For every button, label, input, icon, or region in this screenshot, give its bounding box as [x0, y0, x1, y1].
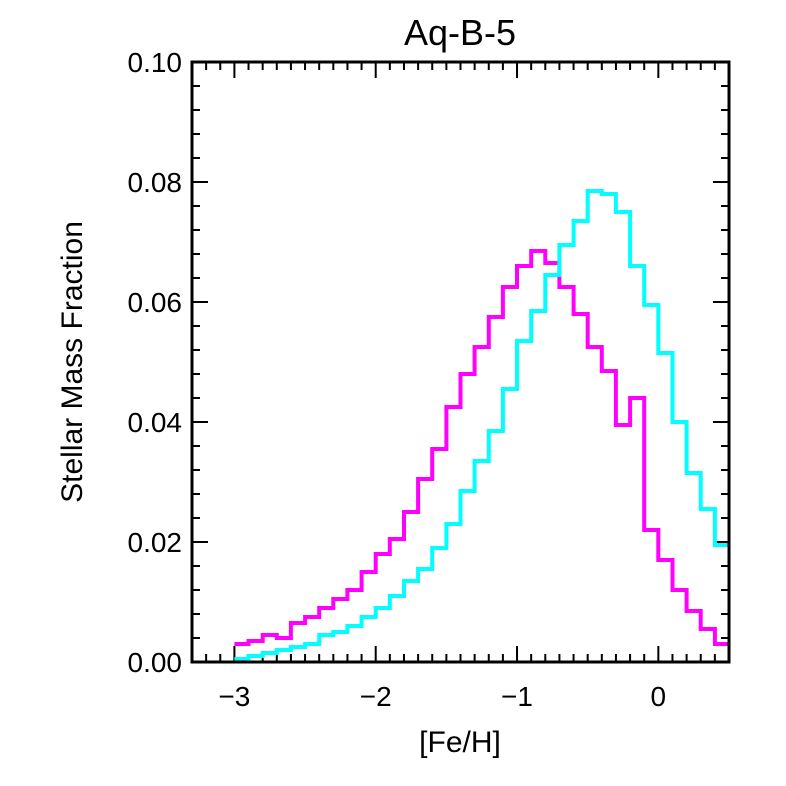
- y-tick-label: 0.04: [128, 407, 183, 438]
- y-tick-label: 0.00: [128, 647, 183, 678]
- x-tick-label: 0: [651, 681, 667, 712]
- y-tick-label: 0.06: [128, 287, 183, 318]
- y-tick-label: 0.02: [128, 527, 183, 558]
- series-layer: [234, 189, 729, 661]
- y-axis-label: Stellar Mass Fraction: [56, 221, 89, 503]
- axis-ticks: [191, 61, 730, 663]
- chart-title: Aq-B-5: [404, 12, 516, 53]
- x-axis-label: [Fe/H]: [419, 726, 501, 759]
- series-cyan: [234, 189, 729, 661]
- y-tick-label: 0.10: [128, 47, 183, 78]
- x-tick-label: −1: [501, 681, 533, 712]
- x-tick-label: −2: [360, 681, 392, 712]
- x-tick-label: −3: [218, 681, 250, 712]
- y-tick-label: 0.08: [128, 167, 183, 198]
- tick-labels: −3 −2 −1 0 0.00 0.02 0.04 0.06 0.08 0.10: [128, 47, 667, 712]
- plot-frame: [190, 60, 731, 664]
- series-magenta: [234, 249, 729, 646]
